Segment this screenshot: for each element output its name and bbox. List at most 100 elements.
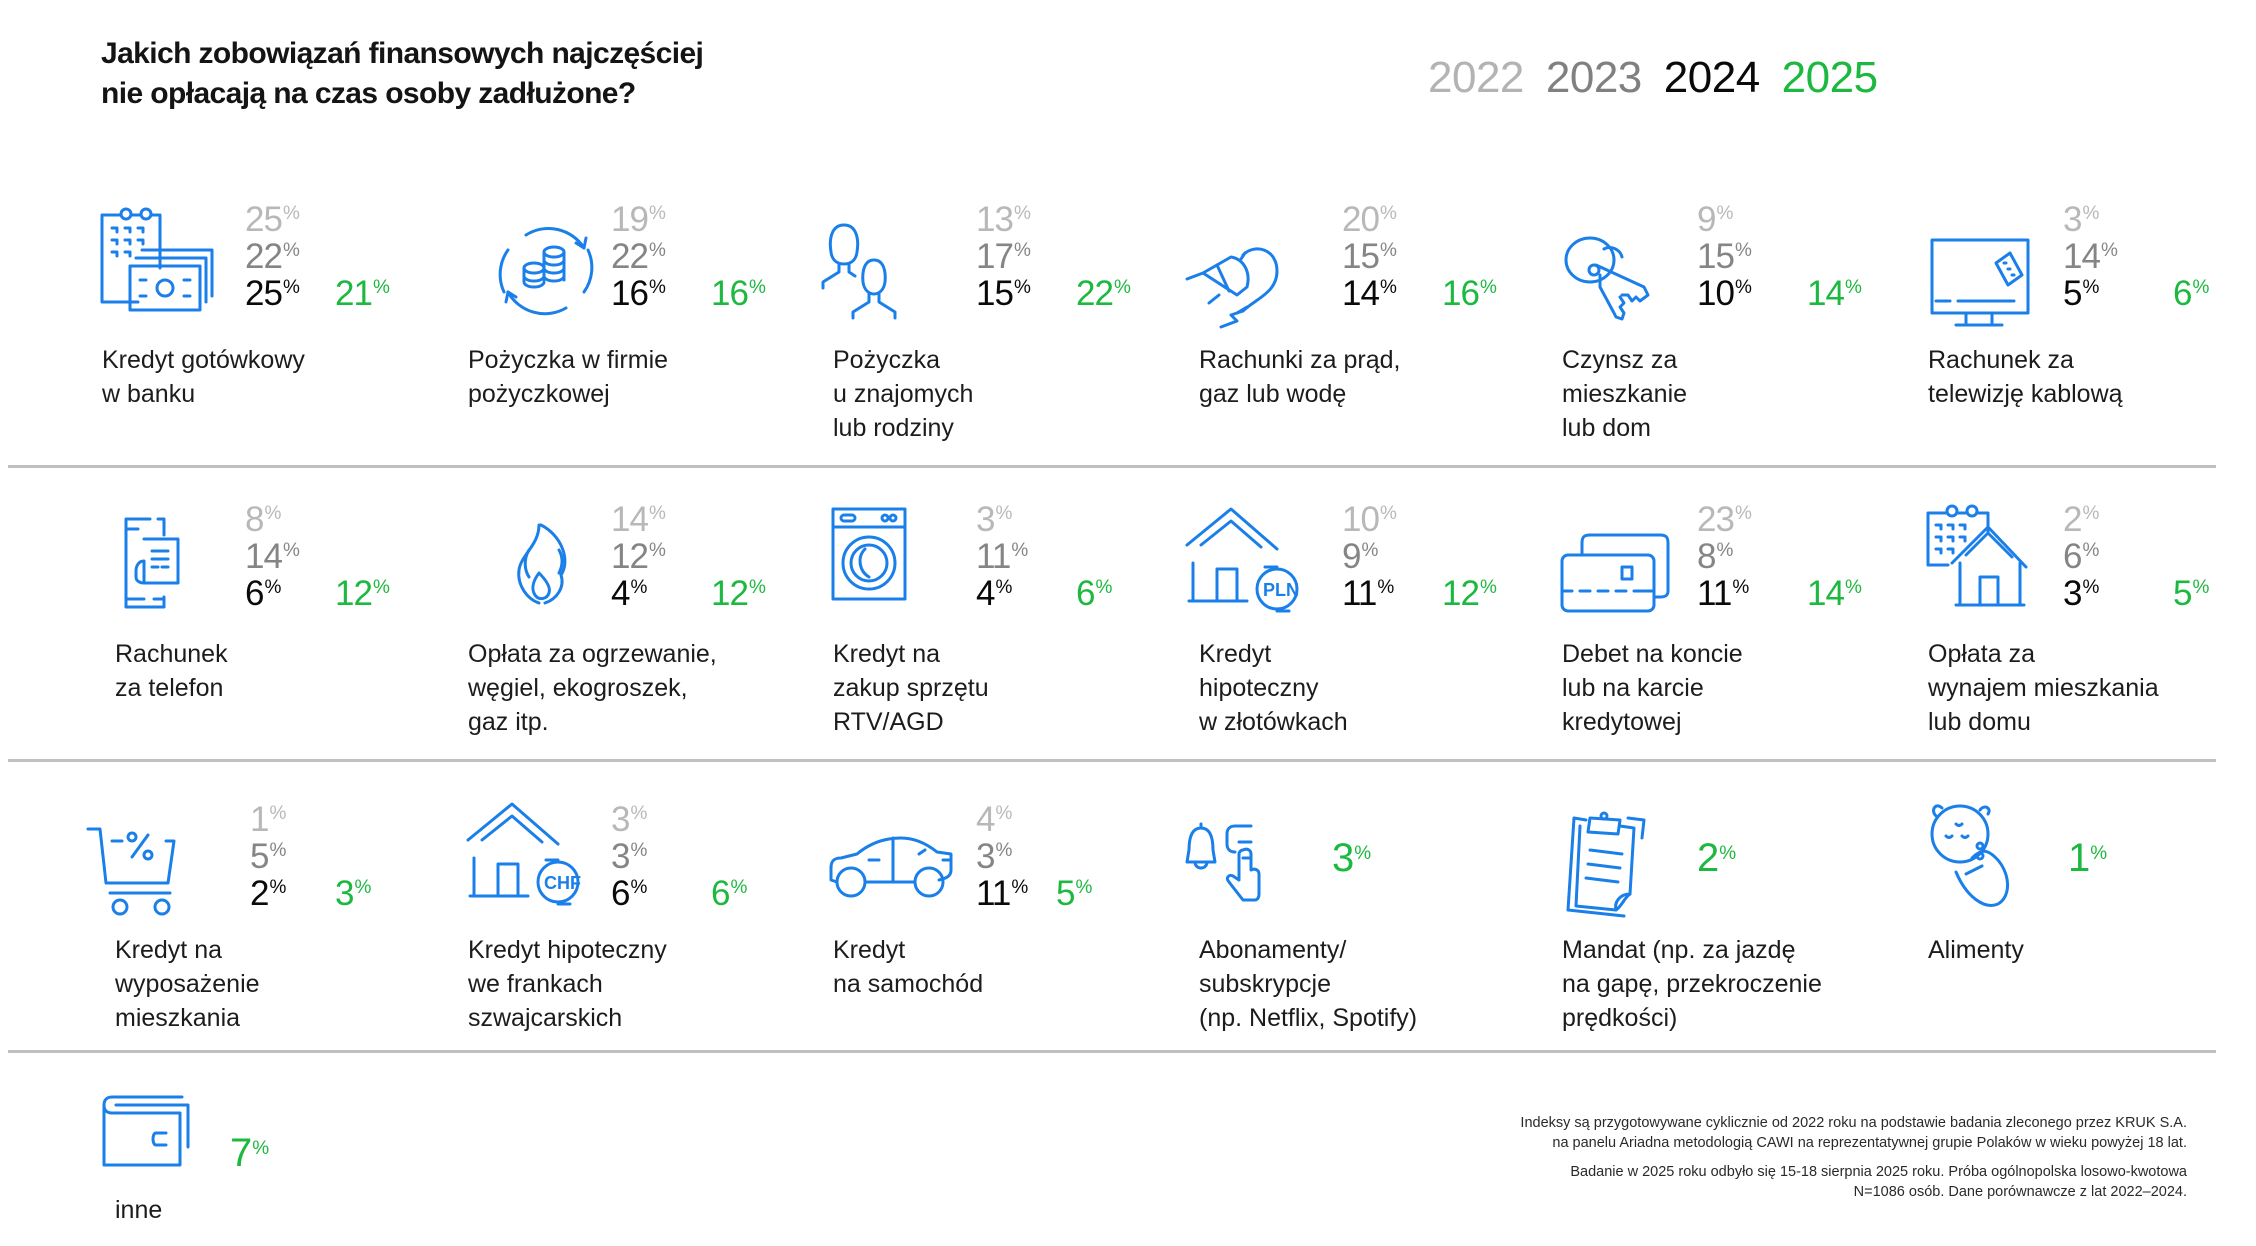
label-line: Rachunek [115,640,228,668]
percent-sign: % [264,577,282,598]
footnote-line: Badanie w 2025 roku odbyło się 15-18 sie… [1570,1164,2187,1180]
percent-sign: % [252,1138,270,1159]
credit-card-icon [1560,525,1670,625]
washing-machine-icon [829,505,909,605]
percent-sign: % [2192,277,2210,298]
value-number: 15 [1342,237,1380,276]
value-number: 6 [611,874,630,913]
value-2024: 14% [1342,269,1397,313]
value-2022: 3% [611,795,647,839]
value-2022: 23% [1697,495,1752,539]
item-label: Kredyt na wyposażenie mieszkania [115,933,260,1035]
value-number: 22 [611,237,649,276]
label-line: kredytowej [1562,708,1682,736]
value-number: 14 [1807,274,1845,313]
value-2025: 2% [1697,835,1737,878]
car-icon [829,830,959,910]
row-divider [8,1050,2216,1053]
value-2025: 12% [1442,569,1497,613]
value-number: 3 [976,837,995,876]
percent-sign: % [995,503,1013,524]
percent-sign: % [1844,577,1862,598]
percent-sign: % [1013,240,1031,261]
percent-sign: % [1844,277,1862,298]
value-2022: 19% [611,195,666,239]
label-line: u znajomych [833,380,974,408]
svg-text:PLN: PLN [1263,580,1299,600]
percent-sign: % [1011,540,1029,561]
legend-year-2022: 2022 [1428,53,1524,102]
value-number: 4 [611,574,630,613]
value-number: 11 [1342,574,1377,613]
percent-sign: % [1013,203,1031,224]
label-line: Opłata za [1928,640,2036,668]
row-divider [8,465,2216,468]
percent-sign: % [282,240,300,261]
footnote-sample: Badanie w 2025 roku odbyło się 15-18 sie… [1570,1162,2187,1202]
label-line: prędkości) [1562,1004,1678,1032]
value-2022: 2% [2063,495,2099,539]
item-label: Opłata za ogrzewanie, węgiel, ekogroszek,… [468,637,717,739]
value-2025: 12% [335,569,390,613]
value-2023: 3% [611,832,647,876]
value-2024: 6% [245,569,281,613]
item-label: Czynsz za mieszkanie lub dom [1562,343,1687,445]
percent-sign: % [630,840,648,861]
value-number: 5 [250,837,269,876]
label-line: lub rodziny [833,414,954,442]
item-label: Kredyt hipoteczny we frankach szwajcarskic… [468,933,667,1035]
value-2025: 21% [335,269,390,313]
item-label: Alimenty [1928,933,2024,967]
house-calendar-icon [1926,504,2036,615]
value-number: 14 [1807,574,1845,613]
value-2023: 14% [2063,232,2118,276]
value-2025: 1% [2068,835,2107,878]
value-number: 14 [2063,237,2101,276]
value-2025: 6% [711,869,747,913]
percent-sign: % [730,877,748,898]
value-number: 9 [1342,537,1361,576]
item-label: inne [115,1193,162,1227]
value-2025: 12% [711,569,766,613]
percent-sign: % [1479,577,1497,598]
value-number: 5 [2063,274,2082,313]
label-line: Czynsz za [1562,346,1678,374]
percent-sign: % [748,277,766,298]
percent-sign: % [2082,503,2100,524]
value-2023: 17% [976,232,1031,276]
item-label: Kredyt na samochód [833,933,983,1001]
value-number: 5 [2173,574,2192,613]
value-number: 6 [2173,274,2192,313]
value-2023: 22% [611,232,666,276]
percent-sign: % [1734,240,1752,261]
percent-sign: % [2192,577,2210,598]
value-2025: 22% [1076,269,1131,313]
percent-sign: % [1719,843,1737,864]
label-line: Rachunek za [1928,346,2074,374]
value-number: 16 [1442,274,1480,313]
value-number: 17 [976,237,1014,276]
percent-sign: % [2082,540,2100,561]
label-line: węgiel, ekogroszek, [468,674,688,702]
percent-sign: % [1011,877,1029,898]
label-line: lub na karcie [1562,674,1704,702]
item-label: Rachunek za telefon [115,637,228,705]
label-line: inne [115,1196,163,1224]
keys-icon [1560,235,1665,335]
house-pln-icon: PLN [1185,505,1315,615]
percent-sign: % [995,577,1013,598]
percent-sign: % [1075,877,1093,898]
value-number: 12 [335,574,373,613]
row-divider [8,759,2216,762]
value-number: 12 [711,574,749,613]
percent-sign: % [630,577,648,598]
percent-sign: % [2082,577,2100,598]
label-line: Mandat (np. za jazdę [1562,936,1796,964]
percent-sign: % [264,503,282,524]
value-number: 9 [1697,200,1716,239]
percent-sign: % [995,840,1013,861]
value-number: 3 [611,837,630,876]
value-number: 12 [611,537,649,576]
value-number: 11 [976,537,1011,576]
percent-sign: % [2082,203,2100,224]
